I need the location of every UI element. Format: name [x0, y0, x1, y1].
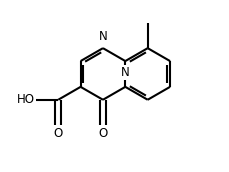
Text: N: N: [120, 66, 129, 79]
Text: HO: HO: [16, 93, 34, 106]
Text: O: O: [98, 127, 107, 140]
Text: O: O: [53, 127, 63, 140]
Text: N: N: [98, 30, 107, 43]
